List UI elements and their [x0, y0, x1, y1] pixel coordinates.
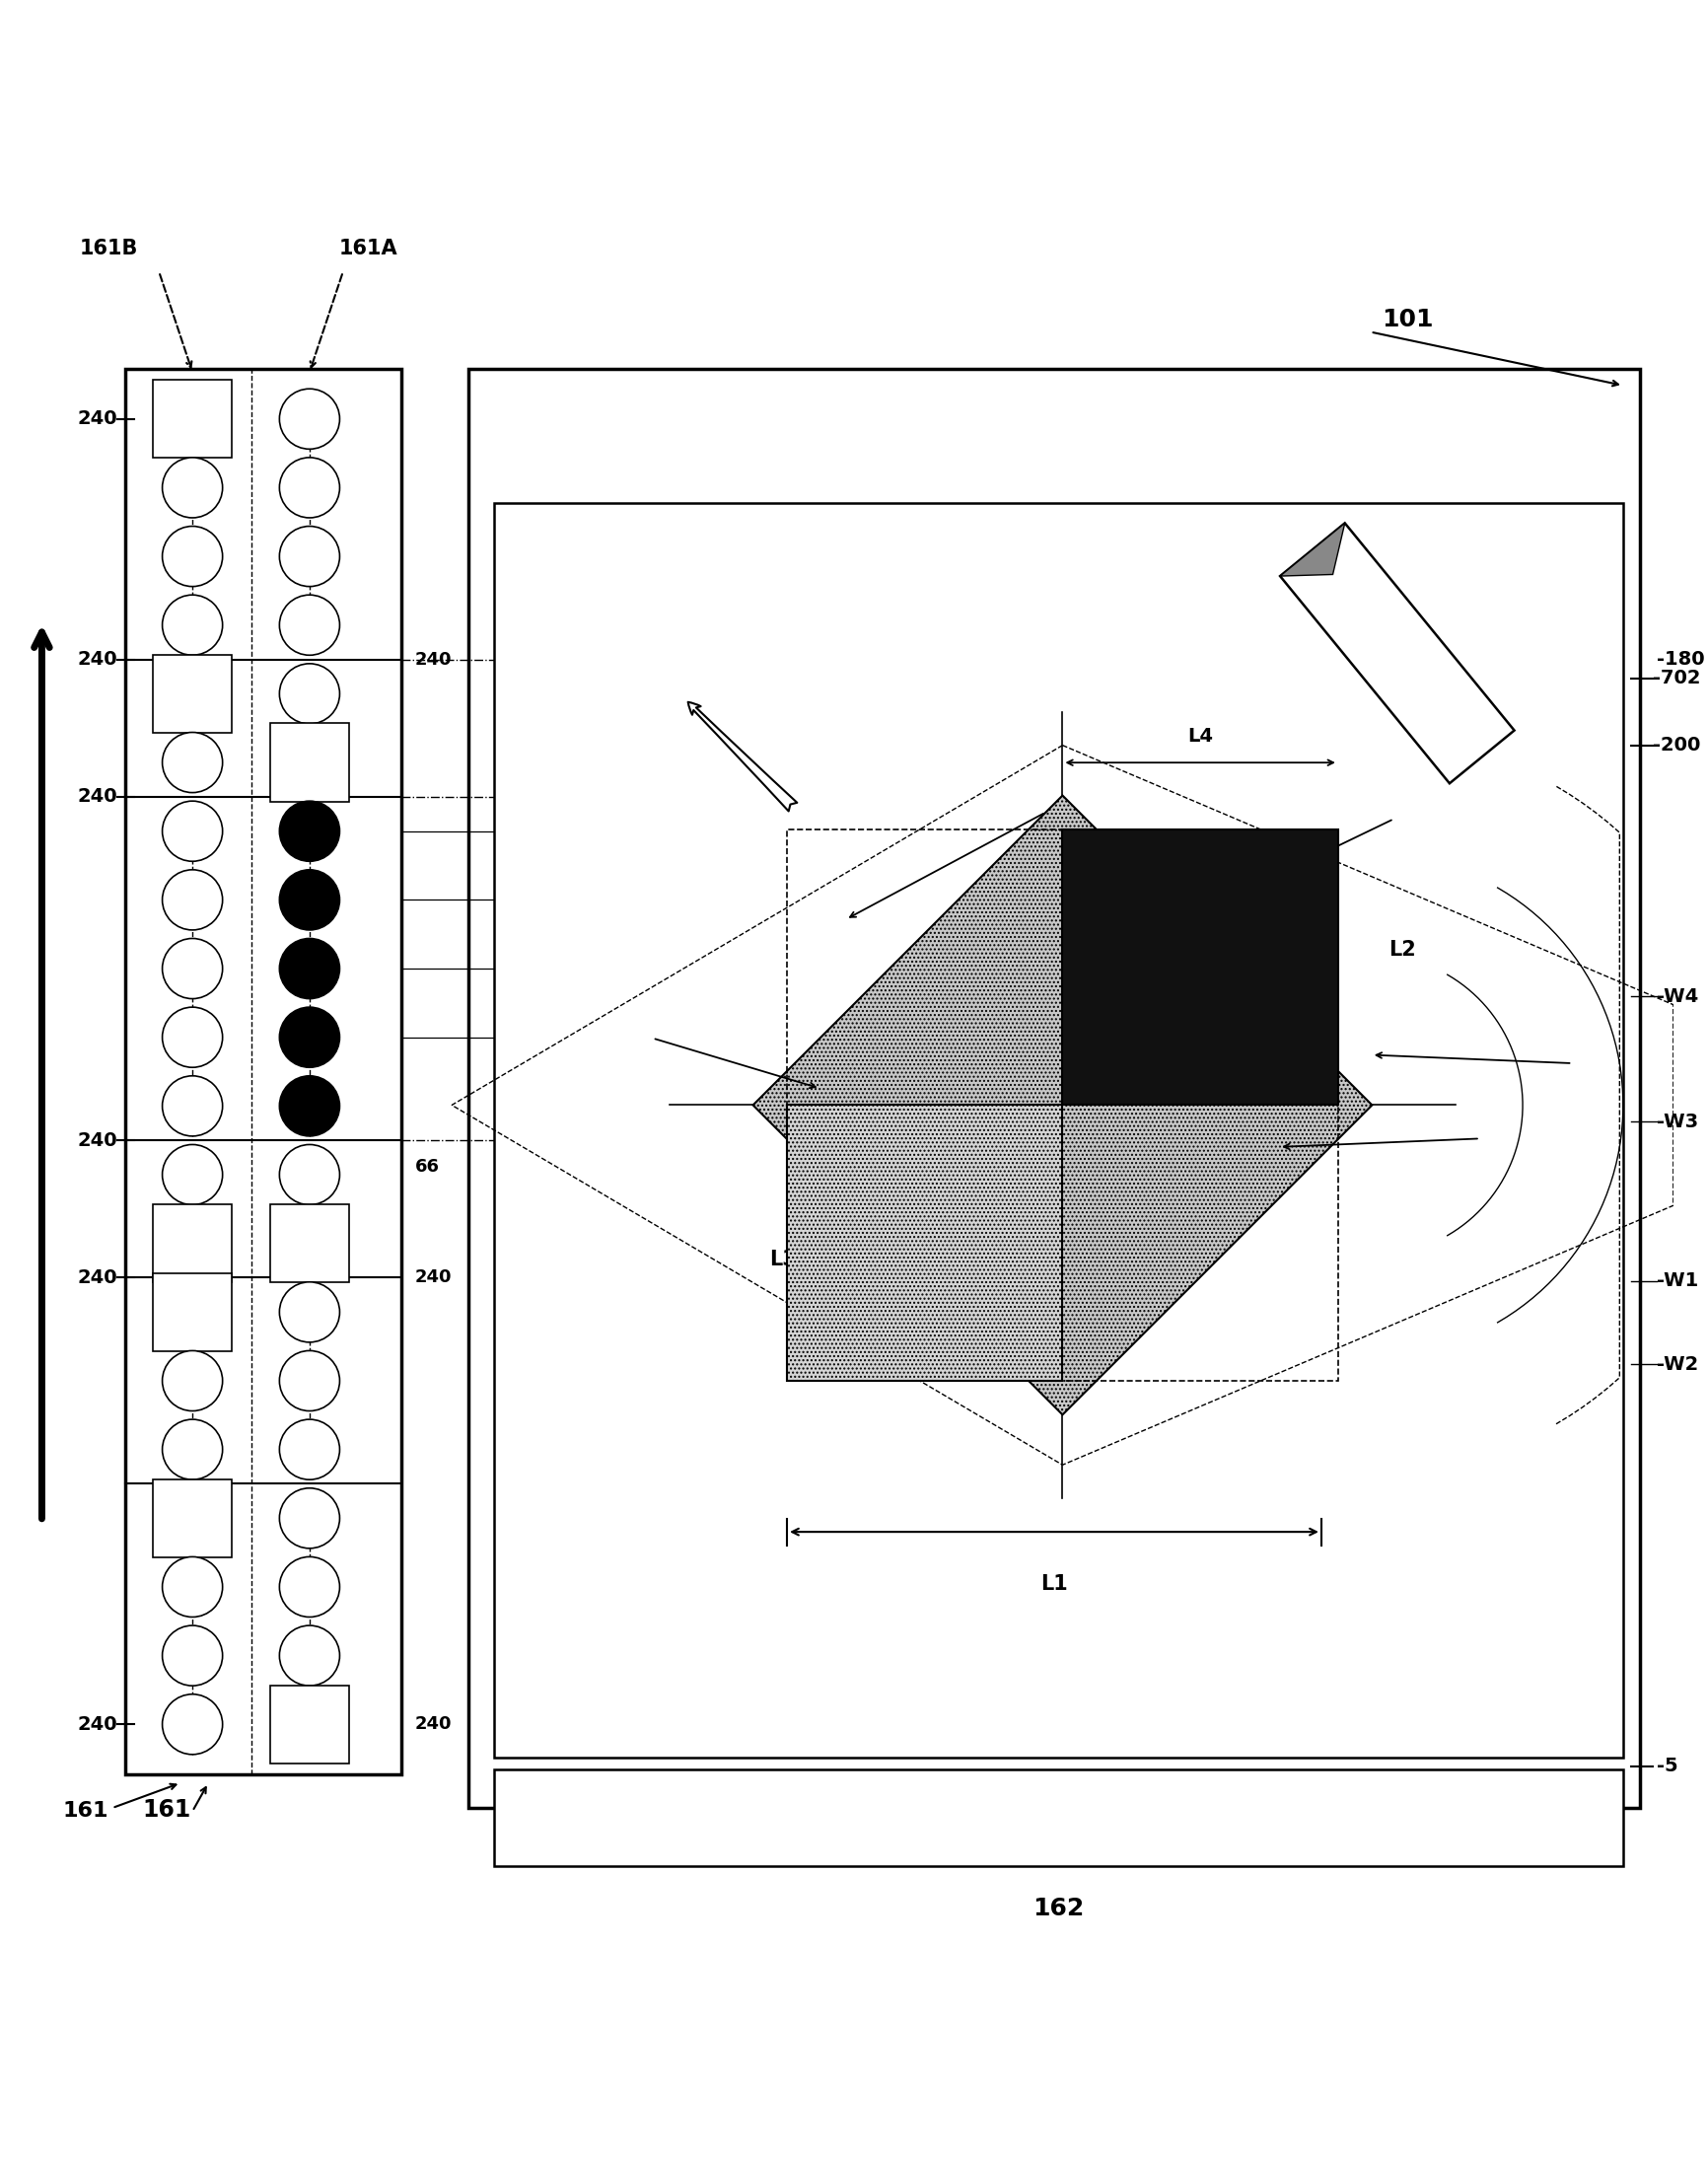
Circle shape	[280, 1283, 340, 1341]
Text: -5: -5	[1657, 1756, 1677, 1776]
Text: -W1: -W1	[1657, 1272, 1698, 1290]
Circle shape	[280, 1007, 340, 1067]
Text: L1: L1	[1040, 1575, 1068, 1594]
Text: L4: L4	[1187, 728, 1213, 745]
Text: 240: 240	[415, 1715, 453, 1732]
Circle shape	[280, 1350, 340, 1410]
Text: 161: 161	[63, 1801, 109, 1821]
Text: 240: 240	[77, 788, 118, 806]
Circle shape	[280, 1419, 340, 1480]
Text: -200: -200	[1653, 737, 1701, 754]
Bar	[787, 829, 1337, 1380]
Bar	[270, 724, 348, 801]
Text: -W3: -W3	[1657, 1112, 1698, 1132]
Circle shape	[162, 1626, 222, 1685]
Text: 240: 240	[77, 1132, 118, 1149]
Polygon shape	[1279, 523, 1515, 784]
Circle shape	[162, 937, 222, 998]
Circle shape	[162, 458, 222, 518]
Text: -702: -702	[1653, 670, 1701, 687]
Bar	[494, 503, 1623, 1758]
Circle shape	[280, 594, 340, 654]
Circle shape	[162, 870, 222, 931]
Bar	[494, 1769, 1623, 1866]
Text: -W4: -W4	[1657, 987, 1698, 1007]
Circle shape	[280, 527, 340, 588]
Bar	[125, 369, 401, 1776]
Circle shape	[162, 1557, 222, 1618]
Circle shape	[280, 870, 340, 931]
Circle shape	[162, 1076, 222, 1136]
Circle shape	[280, 1557, 340, 1618]
Circle shape	[162, 1007, 222, 1067]
Circle shape	[280, 1626, 340, 1685]
Bar	[270, 1205, 348, 1283]
Circle shape	[162, 1350, 222, 1410]
Text: 240: 240	[77, 1715, 118, 1734]
Bar	[468, 369, 1640, 1808]
Circle shape	[280, 1488, 340, 1549]
Bar	[787, 1106, 1062, 1380]
Circle shape	[280, 458, 340, 518]
Polygon shape	[1279, 523, 1344, 577]
Text: 66: 66	[415, 1158, 439, 1175]
Circle shape	[162, 1693, 222, 1754]
Circle shape	[162, 527, 222, 588]
Bar	[154, 654, 232, 732]
Bar	[1062, 829, 1337, 1106]
Text: 240: 240	[415, 650, 453, 667]
Circle shape	[280, 1145, 340, 1205]
Circle shape	[162, 801, 222, 862]
Text: 101: 101	[1382, 309, 1435, 333]
Text: -180: -180	[1657, 650, 1705, 670]
Circle shape	[162, 1145, 222, 1205]
Circle shape	[162, 594, 222, 654]
Circle shape	[280, 389, 340, 449]
Text: 161B: 161B	[80, 240, 138, 259]
Text: 240: 240	[77, 650, 118, 670]
Circle shape	[280, 937, 340, 998]
Bar	[154, 380, 232, 458]
Bar	[154, 1480, 232, 1557]
Circle shape	[162, 1419, 222, 1480]
Text: 240: 240	[77, 410, 118, 428]
Circle shape	[280, 663, 340, 724]
Circle shape	[162, 732, 222, 793]
Circle shape	[280, 801, 340, 862]
Bar	[154, 1205, 232, 1283]
Text: 240: 240	[415, 1268, 453, 1287]
Text: L3: L3	[770, 1251, 798, 1270]
Bar	[270, 1685, 348, 1763]
Polygon shape	[753, 795, 1372, 1415]
Text: -W2: -W2	[1657, 1354, 1698, 1374]
Text: 240: 240	[77, 1268, 118, 1287]
Circle shape	[280, 1076, 340, 1136]
Text: L2: L2	[1389, 940, 1416, 961]
Bar	[154, 1272, 232, 1352]
Text: 162: 162	[1033, 1896, 1085, 1920]
Text: 161A: 161A	[338, 240, 398, 259]
Text: 161: 161	[142, 1797, 191, 1821]
